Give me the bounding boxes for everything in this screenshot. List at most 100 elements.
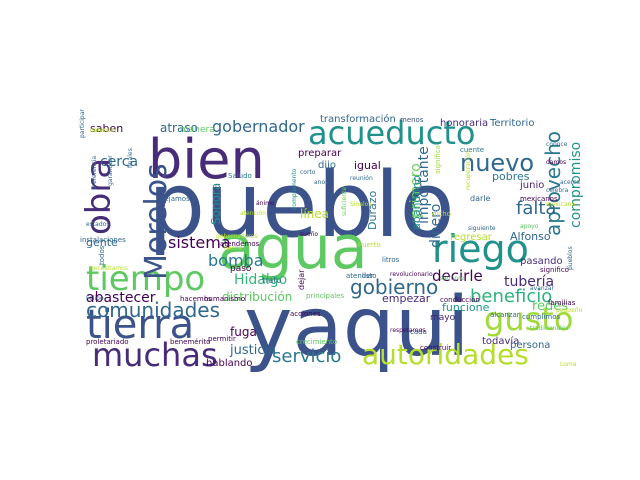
- word-complemento: complemento: [291, 168, 298, 210]
- word-principales: principales: [306, 292, 344, 300]
- word-conduccion: conducción: [440, 296, 480, 304]
- word-sistema: sistema: [168, 233, 231, 252]
- word-primero: primero: [408, 163, 424, 218]
- word-recuperacion: recuperación: [465, 151, 472, 190]
- word-aprovecho: aprovecho: [541, 131, 565, 236]
- word-dicho: dicho: [432, 210, 451, 218]
- word-loma: Loma: [560, 361, 577, 368]
- word-gusto: gusto: [484, 300, 573, 338]
- word-decirle: decirle: [432, 267, 483, 285]
- word-estados: estados: [86, 221, 109, 228]
- word-falta: falta: [516, 198, 556, 219]
- word-construir: construir: [420, 344, 451, 352]
- word-agua: agua: [218, 213, 368, 283]
- word-acueducto: acueducto: [308, 114, 475, 152]
- word-darle: darle: [470, 194, 490, 203]
- word-fuga: fuga: [230, 325, 257, 339]
- word-finales: finales: [127, 148, 134, 168]
- word-todavia: todavía: [482, 335, 519, 347]
- word-preparar: preparar: [298, 148, 342, 159]
- word-redes: redes: [532, 299, 568, 314]
- word-animo: ánimo: [256, 200, 275, 207]
- word-morelos: Morelos: [139, 163, 174, 280]
- word-atender: atender: [346, 272, 374, 280]
- word-distribucion: distribución: [222, 290, 292, 304]
- word-funcione: funcione: [442, 301, 490, 314]
- word-atencion: atención: [240, 210, 266, 217]
- word-bomba: bomba: [208, 251, 264, 270]
- word-hablando: hablando: [206, 358, 253, 369]
- word-persona: persona: [510, 340, 550, 351]
- word-importante: importante: [416, 146, 432, 224]
- word-gente: gente: [86, 236, 118, 249]
- word-acerca: acerca: [560, 179, 580, 186]
- word-pueblos: pueblos: [567, 246, 574, 270]
- word-menos: menos: [400, 116, 424, 124]
- word-pueblo: pueblo: [148, 153, 455, 258]
- word-significa: significa: [434, 145, 442, 174]
- word-revolucionario: revolucionario: [390, 271, 433, 278]
- word-bien: bien: [148, 128, 265, 191]
- word-paso: paso: [230, 264, 252, 274]
- word-damos: damos: [546, 159, 566, 166]
- word-necesitamos: necesitamos: [90, 265, 128, 272]
- word-linea: línea: [300, 207, 329, 221]
- word-empezar: empezar: [382, 292, 431, 305]
- word-territorio: Territorio: [489, 118, 534, 129]
- word-mayo: mayo: [430, 313, 456, 323]
- word-saben: saben: [90, 122, 123, 135]
- word-atraso: atraso: [160, 121, 198, 135]
- word-sinaloa: Sinaloa: [350, 201, 372, 208]
- word-proletariado: proletariado: [86, 338, 129, 346]
- word-todos: todos: [98, 245, 106, 265]
- word-gobierno: gobierno: [350, 275, 438, 299]
- word-siguiente: siguiente: [468, 225, 496, 232]
- word-corto: corto: [300, 169, 316, 176]
- word-cerca: cerca: [100, 154, 138, 170]
- word-garantizar: garantizar: [107, 155, 114, 186]
- word-abandono: abandono: [410, 175, 423, 230]
- word-durazo: Durazo: [366, 191, 379, 230]
- word-hidalgo: Hidalgo: [234, 272, 287, 288]
- word-listo: listo: [362, 272, 377, 280]
- word-honoraria: honoraria: [440, 118, 488, 129]
- word-servicio: servicio: [272, 346, 341, 367]
- word-hacemos: hacemos: [180, 295, 212, 303]
- word-sonora: Sonora: [209, 183, 223, 225]
- word-riego: riego: [432, 227, 529, 271]
- word-benemerito: benemérito: [170, 338, 210, 346]
- word-beneficio: beneficio: [470, 286, 552, 307]
- word-trato: trato: [262, 276, 281, 285]
- word-apoyo: apoyo: [520, 223, 539, 230]
- word-gobernadores: gobernadores: [216, 233, 257, 240]
- word-comunidades: comunidades: [86, 298, 220, 322]
- word-atendemos: atendemos: [220, 240, 260, 248]
- word-nuevo: nuevo: [460, 149, 534, 177]
- word-dijo: dijo: [318, 160, 336, 171]
- word-junio: junio: [519, 180, 544, 191]
- word-preferencia: preferencia: [91, 156, 98, 190]
- word-muchas: muchas: [92, 336, 218, 374]
- word-avanzar: avanzar: [530, 285, 555, 292]
- word-pequeno: pequeño: [556, 307, 583, 314]
- word-yaqui: yaqui: [244, 280, 470, 375]
- word-puerto: Puerto: [358, 241, 381, 249]
- word-tradicionales: tradicionales: [530, 325, 569, 332]
- word-mexicano: mexicano: [546, 201, 575, 208]
- word-humanismo: humanismo: [204, 295, 245, 303]
- word-pasando: pasando: [520, 256, 563, 267]
- word-alcanzar: alcanzar: [490, 311, 520, 319]
- word-justicia: justicia: [229, 343, 276, 358]
- word-anos: anos: [314, 179, 328, 186]
- word-dejar: dejar: [297, 269, 306, 290]
- word-crecimiento: crecimiento: [296, 338, 337, 346]
- word-familias: familias: [548, 299, 576, 307]
- word-tiempo: tiempo: [86, 259, 205, 299]
- word-defender: defender: [90, 127, 118, 134]
- word-acciones: acciones: [290, 310, 321, 318]
- word-siempre: siempre: [440, 275, 464, 282]
- word-regresar: regresar: [450, 232, 493, 243]
- cloud-canvas: [80, 117, 580, 368]
- word-cumplimos: cumplimos: [522, 313, 561, 321]
